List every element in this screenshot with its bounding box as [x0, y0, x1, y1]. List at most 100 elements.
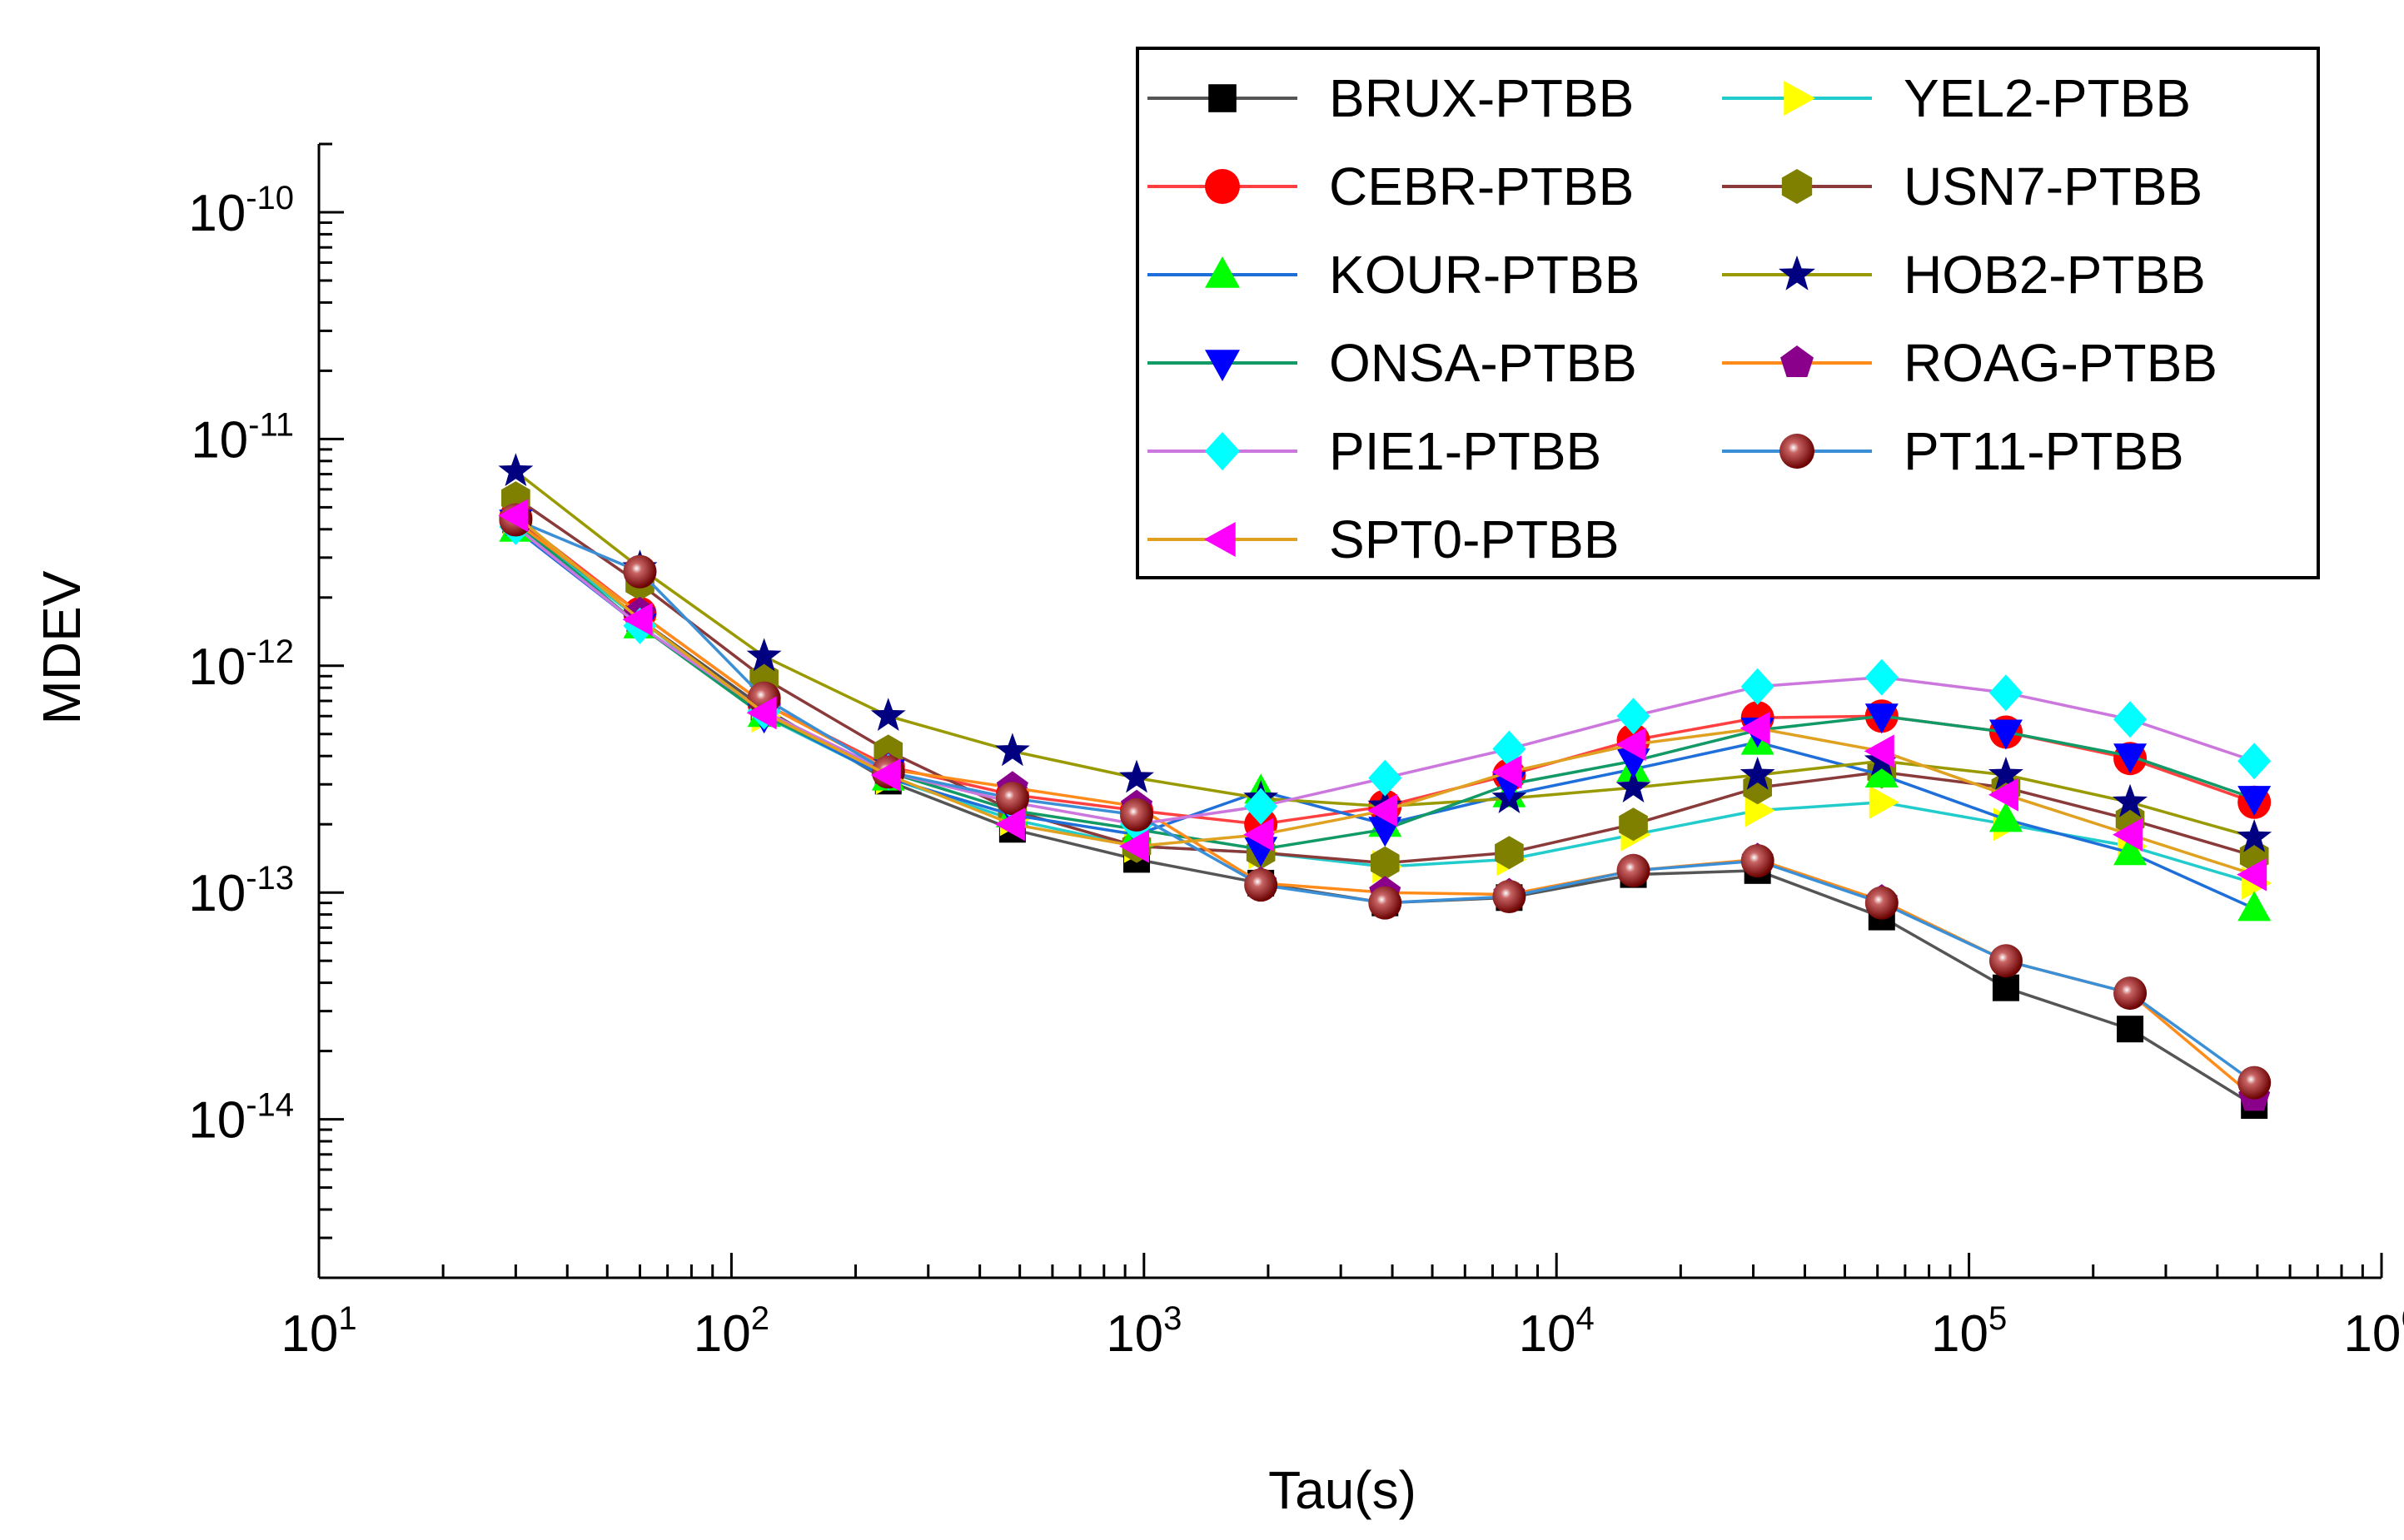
data-point	[2237, 891, 2272, 922]
data-point	[994, 807, 1025, 842]
legend-item: USN7-PTBB	[1722, 156, 2202, 216]
data-point	[870, 698, 906, 732]
legend-box	[1136, 47, 2320, 579]
data-point	[746, 638, 782, 672]
legend-marker	[1205, 350, 1240, 382]
data-point	[995, 782, 1029, 816]
data-point	[498, 499, 529, 533]
legend-item: ONSA-PTBB	[1147, 333, 1637, 393]
legend-label: SPT0-PTBB	[1329, 509, 1620, 569]
series-spt0-ptbb	[498, 499, 2267, 892]
y-tick-label: 10-14	[188, 1087, 294, 1150]
legend-label: BRUX-PTBB	[1329, 68, 1634, 128]
legend-label: KOUR-PTBB	[1329, 245, 1640, 305]
data-point	[1740, 711, 1770, 745]
data-point	[2237, 743, 2272, 780]
data-point	[1615, 769, 1651, 803]
legend-marker	[1781, 169, 1813, 204]
data-point	[1491, 755, 1522, 789]
y-tick-label: 10-10	[188, 180, 294, 242]
data-point	[1244, 868, 1278, 902]
y-tick-label: 10-13	[188, 860, 294, 922]
x-tick-label: 106	[2343, 1300, 2404, 1363]
legend-label: PIE1-PTBB	[1329, 421, 1601, 481]
y-axis-label: MDEV	[32, 570, 92, 724]
legend-label: PT11-PTBB	[1904, 421, 2184, 481]
legend-label: HOB2-PTBB	[1904, 245, 2206, 305]
legend-marker	[1203, 522, 1236, 557]
legend-marker	[1205, 169, 1240, 204]
legend: BRUX-PTBB YEL2-PTBB CEBR-PTBB USN7-PTBB KOUR…	[1136, 47, 2320, 579]
legend-label: YEL2-PTBB	[1904, 68, 2191, 128]
data-point	[1368, 759, 1402, 797]
y-tick-label: 10-12	[188, 633, 294, 696]
data-point	[1988, 802, 2023, 832]
data-point	[1988, 777, 2018, 812]
data-point	[870, 758, 901, 792]
x-tick-label: 101	[281, 1300, 356, 1363]
data-point	[1988, 719, 2023, 750]
data-point	[2237, 857, 2267, 892]
legend-item: HOB2-PTBB	[1722, 245, 2206, 305]
legend-item: PIE1-PTBB	[1147, 421, 1601, 481]
legend-item: CEBR-PTBB	[1147, 156, 1634, 216]
data-point	[2117, 1016, 2144, 1043]
legend-item: BRUX-PTBB	[1147, 68, 1634, 128]
legend-label: ONSA-PTBB	[1329, 333, 1637, 393]
data-point	[1864, 703, 1899, 734]
legend-marker	[1779, 434, 1814, 469]
data-point	[1745, 793, 1775, 827]
data-point	[1244, 787, 1278, 825]
legend-marker	[1205, 256, 1240, 288]
data-point	[1864, 734, 1894, 768]
data-point	[1864, 886, 1899, 920]
legend-label: USN7-PTBB	[1904, 156, 2202, 216]
y-tick-label: 10-11	[191, 406, 294, 469]
data-point	[622, 603, 653, 637]
data-point	[2113, 817, 2143, 852]
legend-item: ROAG-PTBB	[1722, 333, 2217, 393]
data-point	[1740, 844, 1774, 878]
data-point	[1367, 793, 1398, 827]
data-point	[1616, 698, 1650, 735]
legend-label: CEBR-PTBB	[1329, 156, 1634, 216]
data-point	[2113, 835, 2148, 866]
data-point	[2237, 818, 2272, 852]
data-point	[1740, 756, 1775, 790]
data-point	[1869, 785, 1899, 819]
data-point	[2237, 1066, 2272, 1100]
data-point	[623, 554, 657, 589]
legend-item: SPT0-PTBB	[1147, 509, 1620, 569]
legend-label: ROAG-PTBB	[1904, 333, 2217, 393]
data-point	[1740, 668, 1774, 705]
data-point	[746, 696, 777, 730]
data-point	[1864, 757, 1899, 787]
data-point	[2237, 786, 2272, 817]
data-point	[498, 453, 534, 487]
data-point	[2113, 783, 2148, 817]
x-tick-label: 102	[694, 1300, 769, 1363]
data-point	[1370, 846, 1400, 880]
legend-item: PT11-PTBB	[1722, 421, 2184, 481]
data-point	[994, 733, 1030, 767]
legend-marker	[1205, 431, 1240, 471]
legend-item: KOUR-PTBB	[1147, 245, 1640, 305]
data-point	[1616, 853, 1650, 887]
data-point	[1119, 759, 1154, 793]
data-point	[1368, 886, 1402, 920]
data-point	[1988, 674, 2023, 712]
legend-marker	[1779, 255, 1815, 291]
series-group	[498, 453, 2272, 1120]
data-point	[1120, 797, 1154, 832]
data-point	[1495, 836, 1524, 870]
legend-marker	[1208, 84, 1237, 112]
x-axis-label: Tau(s)	[1268, 1460, 1416, 1520]
x-tick-label: 103	[1106, 1300, 1182, 1363]
data-point	[2113, 976, 2148, 1011]
legend-item: YEL2-PTBB	[1722, 68, 2191, 128]
data-point	[1992, 974, 2019, 1001]
legend-marker	[1784, 81, 1816, 116]
axes: 101 102 103 104 105 106 10-10 10-11 10-12 10-13 10…	[188, 142, 2404, 1363]
data-point	[1988, 756, 2023, 790]
